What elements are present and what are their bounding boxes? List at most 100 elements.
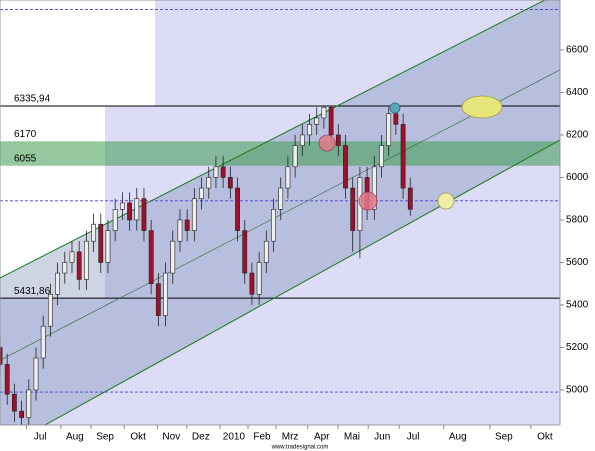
level-label: 5431,86 — [14, 286, 51, 297]
y-tick-label: 5200 — [566, 342, 589, 353]
candle-body — [177, 219, 183, 242]
candle-body — [155, 283, 161, 316]
candle-body — [69, 251, 75, 263]
candle-body — [134, 198, 140, 221]
candle-body — [98, 223, 104, 263]
candle-body — [141, 198, 147, 231]
candle-body — [343, 145, 348, 189]
candle-body — [148, 230, 154, 284]
candle-body — [278, 187, 284, 210]
candle-body — [184, 219, 190, 231]
level-band — [0, 141, 560, 166]
x-tick-label: Mrz — [282, 432, 299, 443]
candle-body — [33, 357, 39, 391]
candle-body — [206, 177, 212, 189]
candle-body — [119, 202, 125, 210]
x-tick-label: Okt — [537, 432, 553, 443]
level-label: 6170 — [14, 129, 37, 140]
markers — [318, 95, 503, 211]
candle-body — [170, 240, 176, 274]
candle-body — [4, 364, 10, 395]
candle-body — [335, 134, 341, 146]
x-tick-label: Mai — [344, 432, 360, 443]
candle-body — [199, 187, 204, 199]
candle-body — [11, 393, 17, 412]
white-region — [0, 0, 155, 106]
background-layer — [0, 0, 560, 425]
candle-body — [83, 240, 89, 280]
candle-body — [26, 389, 32, 418]
x-tick-label: Jul — [34, 432, 47, 443]
candle-body — [163, 272, 168, 316]
x-tick-label: Jun — [374, 432, 390, 443]
marker — [389, 102, 401, 114]
candle-body — [91, 223, 96, 242]
candle-body — [328, 107, 334, 136]
candle-body — [76, 251, 82, 280]
level-label: 6335,94 — [14, 94, 51, 105]
candle-body — [314, 117, 320, 125]
candle-body — [55, 272, 60, 295]
x-tick-label: Nov — [162, 432, 180, 443]
marker — [358, 191, 378, 211]
candle-body — [0, 347, 3, 365]
y-tick-label: 5400 — [566, 300, 589, 311]
candle-body — [227, 177, 233, 189]
x-tick-label: Sep — [495, 432, 513, 443]
x-tick-label: 2010 — [223, 432, 246, 443]
marker — [461, 95, 503, 119]
candle-body — [220, 166, 226, 178]
candle-body — [105, 230, 111, 263]
x-tick-label: Aug — [66, 432, 84, 443]
x-tick-label: Jul — [407, 432, 420, 443]
x-tick-label: Apr — [314, 432, 330, 443]
candle-body — [393, 113, 399, 125]
candle-body — [242, 230, 248, 274]
y-tick-label: 6200 — [566, 130, 589, 141]
x-tick-label: Feb — [253, 432, 271, 443]
candle-body — [271, 209, 276, 242]
candle-body — [112, 209, 118, 231]
y-tick-label: 6000 — [566, 172, 589, 183]
level-label: 6055 — [14, 153, 37, 164]
candle-body — [292, 145, 298, 168]
candle-body — [379, 145, 384, 168]
candle-body — [249, 272, 255, 295]
candle-body — [40, 325, 46, 359]
y-tick-label: 5600 — [566, 257, 589, 268]
y-tick-label: 6600 — [566, 45, 589, 56]
marker — [318, 134, 336, 152]
x-tick-label: Okt — [130, 432, 146, 443]
candle-body — [307, 124, 312, 136]
candle-body — [321, 107, 327, 119]
candle-body — [191, 198, 197, 231]
candle-body — [62, 262, 68, 274]
candle-body — [299, 134, 305, 146]
candle-body — [127, 202, 132, 221]
x-tick-label: Aug — [449, 432, 467, 443]
y-tick-label: 6400 — [566, 87, 589, 98]
y-tick-label: 5000 — [566, 385, 589, 396]
candle-body — [47, 294, 53, 327]
marker — [437, 192, 455, 210]
channel-line — [43, 139, 560, 425]
candle-body — [256, 262, 262, 295]
candle-body — [350, 187, 356, 231]
candle-body — [400, 124, 406, 189]
candle-body — [263, 240, 269, 263]
candle-body — [371, 166, 377, 210]
x-tick-label: Dez — [192, 432, 210, 443]
plot-frame — [0, 0, 561, 426]
candle-body — [235, 187, 240, 231]
x-tick-label: Sep — [96, 432, 114, 443]
candle-body — [407, 187, 413, 210]
candle-body — [386, 113, 392, 146]
candle-body — [285, 166, 291, 189]
watermark: www.tradesignal.com — [271, 445, 329, 451]
channel-line — [0, 69, 560, 361]
y-tick-label: 5800 — [566, 215, 589, 226]
candle-body — [19, 410, 24, 418]
candle-body — [213, 166, 219, 178]
